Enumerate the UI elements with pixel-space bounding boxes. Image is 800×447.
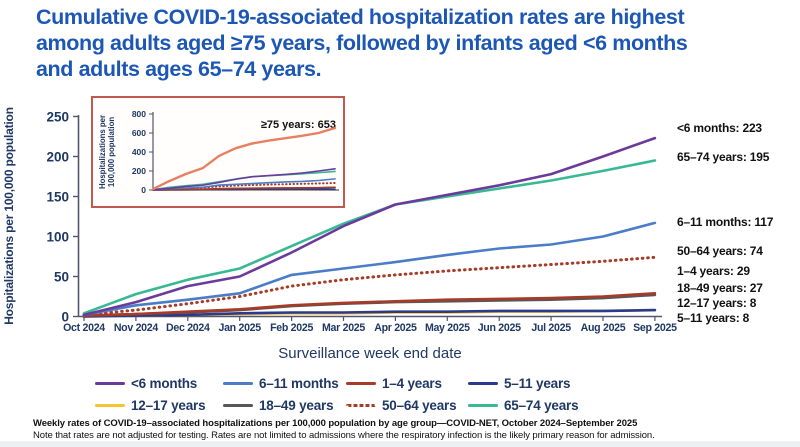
svg-text:Sep 2025: Sep 2025 xyxy=(633,322,677,334)
svg-text:Jun 2025: Jun 2025 xyxy=(478,322,521,334)
legend-swatch-icon xyxy=(346,381,376,385)
svg-text:≥75 years: 653: ≥75 years: 653 xyxy=(261,119,336,131)
svg-text:250: 250 xyxy=(46,109,69,124)
series-end-label: 1–4 years: 29 xyxy=(677,264,750,278)
chart-title-line1: Cumulative COVID-19-associated hospitali… xyxy=(36,5,685,29)
legend-swatch-icon xyxy=(468,381,498,385)
footnote-note: Note that rates are not adjusted for tes… xyxy=(33,430,655,441)
legend-item: 1–4 years xyxy=(346,376,468,391)
svg-text:Oct 2024: Oct 2024 xyxy=(63,322,105,334)
series-end-label: <6 months: 223 xyxy=(677,121,762,135)
main-chart-svg: 0 50 100 150 200 250 Oct 2024 Nov 2024 Dec 2024 J… xyxy=(2,107,677,334)
legend-label: 65–74 years xyxy=(504,397,579,413)
legend-label: 6–11 months xyxy=(259,375,339,391)
series-end-label: 65–74 years: 195 xyxy=(677,150,770,164)
legend-item: <6 months xyxy=(95,376,223,391)
footnote-caption: Weekly rates of COVID-19–associated hosp… xyxy=(33,418,638,429)
svg-text:50: 50 xyxy=(54,269,69,284)
svg-text:May 2025: May 2025 xyxy=(425,322,470,334)
svg-text:Hospitalizations per100,000 po: Hospitalizations per100,000 population xyxy=(98,115,116,189)
series-end-label: 12–17 years: 8 xyxy=(677,296,757,310)
svg-text:0: 0 xyxy=(61,309,69,324)
svg-text:800: 800 xyxy=(132,109,146,119)
legend-swatch-icon xyxy=(468,403,498,407)
series-end-label: 18–49 years: 27 xyxy=(677,281,763,295)
legend-item: 5–11 years xyxy=(468,376,670,391)
svg-text:200: 200 xyxy=(46,149,69,164)
series-end-label: 5–11 years: 8 xyxy=(677,311,750,325)
legend-swatch-icon xyxy=(346,403,376,407)
legend-label: 5–11 years xyxy=(504,375,571,391)
svg-text:400: 400 xyxy=(132,147,146,157)
legend-item: 12–17 years xyxy=(95,398,223,413)
chart-title-line2: among adults aged ≥75 years, followed by… xyxy=(36,30,688,55)
legend-item: 50–64 years xyxy=(346,398,468,413)
svg-text:Nov 2024: Nov 2024 xyxy=(114,322,159,334)
x-axis-title: Surveillance week end date xyxy=(278,345,462,362)
svg-text:Aug 2025: Aug 2025 xyxy=(581,322,626,334)
legend-item: 18–49 years xyxy=(223,398,346,413)
svg-text:Apr 2025: Apr 2025 xyxy=(374,322,417,334)
legend-swatch-icon xyxy=(223,403,253,407)
legend-label: <6 months xyxy=(131,375,198,391)
legend-swatch-icon xyxy=(95,381,125,385)
series-end-label: 6–11 months: 117 xyxy=(677,215,774,229)
series-end-label: 50–64 years: 74 xyxy=(677,244,763,258)
legend-row: <6 months 6–11 months 1–4 years 5–11 years xyxy=(95,372,670,394)
chart-title-line3: and adults ages 65–74 years. xyxy=(36,56,322,81)
svg-text:Jul 2025: Jul 2025 xyxy=(531,322,571,334)
svg-text:100: 100 xyxy=(46,229,69,244)
svg-text:Hospitalizations per 100,000 p: Hospitalizations per 100,000 population xyxy=(2,107,16,325)
inset-chart-panel: 0 200 400 600 800 Hospitalizations per100,000… xyxy=(91,96,345,208)
legend-label: 12–17 years xyxy=(131,397,206,413)
inset-chart-svg: 0 200 400 600 800 Hospitalizations per100,000… xyxy=(98,109,339,195)
chart-legend: <6 months 6–11 months 1–4 years 5–11 years 1… xyxy=(95,372,670,416)
legend-item: 6–11 months xyxy=(223,376,346,391)
svg-text:Feb 2025: Feb 2025 xyxy=(270,322,313,334)
legend-label: 18–49 years xyxy=(259,397,334,413)
svg-text:200: 200 xyxy=(132,166,146,176)
legend-swatch-icon xyxy=(223,381,253,385)
legend-label: 1–4 years xyxy=(382,375,442,391)
svg-text:150: 150 xyxy=(46,189,69,204)
legend-row: 12–17 years 18–49 years 50–64 years 65–74 y… xyxy=(95,394,670,416)
legend-label: 50–64 years xyxy=(382,397,457,413)
svg-text:0: 0 xyxy=(141,185,146,195)
legend-swatch-icon xyxy=(95,403,125,407)
legend-item: 65–74 years xyxy=(468,398,670,413)
svg-text:600: 600 xyxy=(132,128,146,138)
svg-text:Mar 2025: Mar 2025 xyxy=(322,322,365,334)
chart-title: Cumulative COVID-19-associated hospitali… xyxy=(36,5,788,82)
window-bottom-edge xyxy=(0,441,800,447)
svg-text:Jan 2025: Jan 2025 xyxy=(219,322,262,334)
svg-text:Dec 2024: Dec 2024 xyxy=(166,322,210,334)
